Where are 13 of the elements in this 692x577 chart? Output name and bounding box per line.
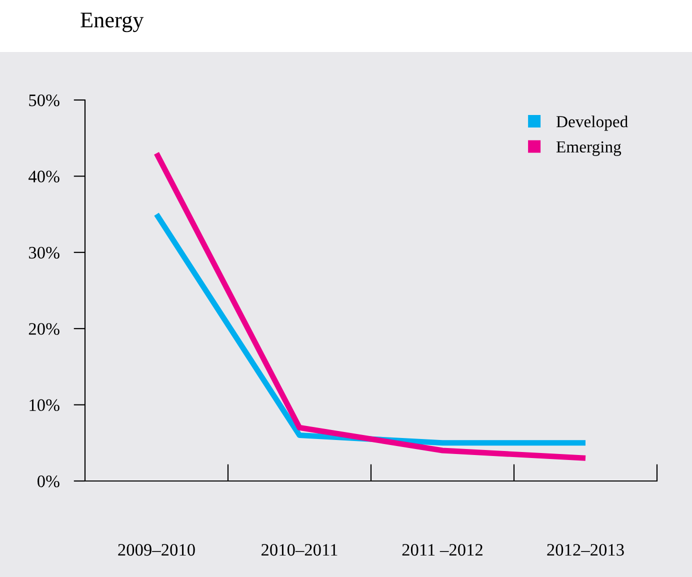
x-tick-label: 2012–2013 <box>547 544 624 556</box>
y-tick-label: 10% <box>30 399 60 412</box>
x-tick-label: 2010–2011 <box>262 544 338 556</box>
y-tick-label: 40% <box>28 170 60 182</box>
legend-label: Developed <box>556 116 628 131</box>
chart-title: Energy <box>80 12 144 32</box>
y-tick-label: 30% <box>29 246 60 259</box>
y-tick-label: 0% <box>38 475 60 488</box>
x-tick-label: 2009–2010 <box>118 544 195 556</box>
legend-label: Emerging <box>556 141 622 156</box>
x-tick-label: 2011 –2012 <box>402 544 482 556</box>
y-tick-label: 20% <box>28 323 60 335</box>
y-tick-label: 50% <box>29 94 60 106</box>
